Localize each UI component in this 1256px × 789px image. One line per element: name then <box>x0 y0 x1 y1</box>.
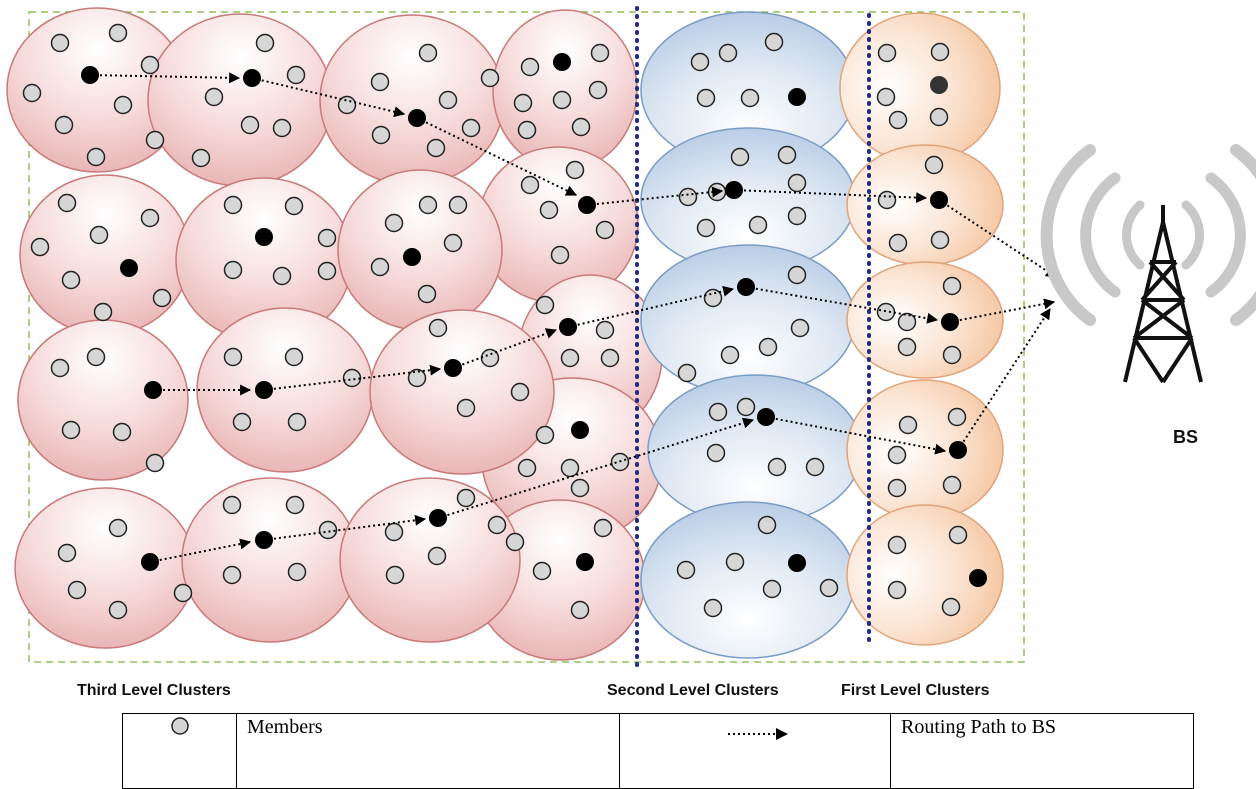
legend-member-symbol <box>122 713 237 789</box>
member-nodes <box>22 23 968 620</box>
legend-routing-symbol <box>619 713 891 789</box>
member-node-icon <box>170 717 189 735</box>
first-level-label: First Level Clusters <box>841 682 990 699</box>
third-level-label: Third Level Clusters <box>77 682 231 699</box>
second-level-label: Second Level Clusters <box>607 682 779 699</box>
first-level-clusters <box>839 12 1004 646</box>
bs-label: BS <box>1173 427 1199 447</box>
legend-routing-label: Routing Path to BS <box>890 713 1194 789</box>
second-level-clusters <box>640 11 863 659</box>
legend-members-label: Members <box>236 713 620 789</box>
legend-table: Members Routing Path to BS <box>122 713 1194 789</box>
routing-paths <box>89 72 1057 563</box>
field-border <box>28 11 1025 663</box>
dotted-arrow-icon <box>728 728 788 740</box>
cluster-diagram <box>6 6 1256 667</box>
tower-icon <box>1040 144 1256 384</box>
